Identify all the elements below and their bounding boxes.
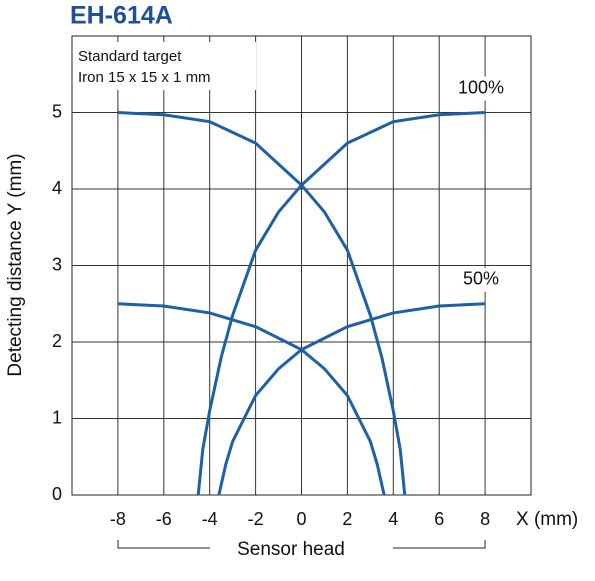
line [117, 302, 386, 496]
y-tick-label: 1 [52, 407, 62, 427]
grid [72, 36, 531, 496]
annotation-bg [74, 42, 256, 90]
x-tick-label: -2 [248, 509, 264, 529]
line [117, 111, 407, 496]
footer-label: Sensor head [237, 539, 345, 560]
x-tick-label: 4 [388, 509, 398, 529]
x-tick-label: -8 [110, 509, 126, 529]
series-label-bg [453, 267, 509, 292]
x-tick-label: 2 [342, 509, 352, 529]
x-tick-label: 8 [480, 509, 490, 529]
series-label-bg [453, 76, 509, 101]
y-tick-label: 5 [52, 101, 62, 121]
x-tick-label: 6 [434, 509, 444, 529]
y-tick-label: 0 [52, 484, 62, 504]
series-label: 100% [458, 77, 504, 97]
y-tick-label: 3 [52, 254, 62, 274]
series-label: 50% [463, 269, 499, 289]
plot-frame [71, 35, 532, 496]
chart-title: EH-614A [70, 2, 173, 30]
sensor-bracket [117, 540, 486, 549]
x-tick-label: -4 [202, 509, 218, 529]
annotation: Standard target [78, 48, 182, 65]
x-axis-label: X (mm) [516, 509, 578, 530]
y-tick-label: 2 [52, 331, 62, 351]
line [196, 111, 486, 496]
y-tick-label: 4 [52, 178, 62, 198]
y-axis-label: Detecting distance Y (mm) [5, 153, 26, 376]
x-tick-label: -6 [156, 509, 172, 529]
line [217, 302, 486, 496]
annotation: Iron 15 x 15 x 1 mm [78, 69, 211, 86]
x-tick-label: 0 [296, 509, 306, 529]
